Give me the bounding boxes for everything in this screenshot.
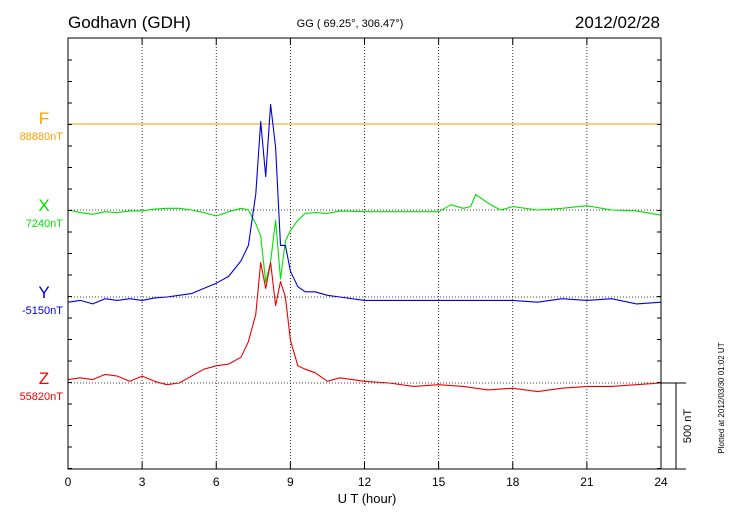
station-title: Godhavn (GDH) xyxy=(68,13,191,32)
x-tick-label: 3 xyxy=(139,475,146,489)
coords-label: GG ( 69.25°, 306.47°) xyxy=(297,18,404,30)
plotted-note: Plotted at 2012/03/30 01:02 UT xyxy=(717,342,726,453)
series-z-line xyxy=(67,262,662,393)
channel-baseline-f: 88880nT xyxy=(20,131,64,143)
x-tick-label: 21 xyxy=(580,475,594,489)
x-axis-ticks: 0 3 6 9 12 15 18 21 24 xyxy=(65,38,668,489)
channel-baseline-z: 55820nT xyxy=(20,391,64,403)
channel-name-f: F xyxy=(39,109,49,128)
x-tick-label: 6 xyxy=(213,475,220,489)
channel-name-z: Z xyxy=(39,369,49,388)
grid-lines xyxy=(68,38,661,469)
x-tick-label: 15 xyxy=(432,475,446,489)
x-tick-label: 12 xyxy=(358,475,372,489)
x-tick-label: 0 xyxy=(65,475,72,489)
series-y-line xyxy=(67,103,662,305)
date-label: 2012/02/28 xyxy=(575,13,660,32)
channel-name-y: Y xyxy=(38,283,49,302)
series-x-line xyxy=(67,193,662,283)
x-tick-label: 24 xyxy=(654,475,668,489)
x-axis-label: U T (hour) xyxy=(338,491,397,506)
x-tick-label: 9 xyxy=(287,475,294,489)
series-layer xyxy=(67,103,662,393)
channel-baseline-x: 7240nT xyxy=(26,218,64,230)
channel-name-x: X xyxy=(38,196,49,215)
scale-bar: 500 nT xyxy=(661,382,694,470)
channel-labels: F 88880nT X 7240nT Y -5150nT Z 55820nT xyxy=(20,109,64,403)
x-tick-label: 18 xyxy=(506,475,520,489)
scale-bar-label: 500 nT xyxy=(682,409,694,444)
channel-baseline-y: -5150nT xyxy=(22,305,63,317)
